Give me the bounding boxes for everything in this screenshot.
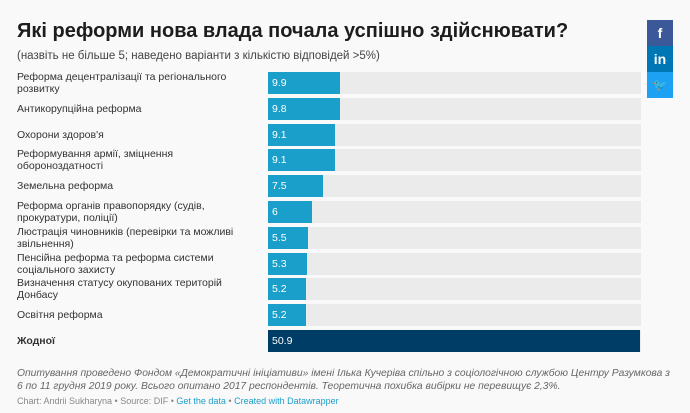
bar-track: 9.9 [268,72,641,94]
bar [268,123,335,146]
category-label: Антикорупційна реформа [17,102,142,115]
bar [268,226,309,249]
bar-track: 9.1 [268,123,641,146]
linkedin-share-button[interactable]: in [647,46,673,72]
bar [268,278,307,301]
bar [268,330,641,352]
bar [268,252,307,275]
bar-track: 50.9 [268,330,641,352]
bar [268,175,323,198]
bar [268,97,340,120]
bar-row: Охорони здоров'я 9.1 [17,123,641,146]
category-label: Люстрація чиновників (перевірки та можли… [17,225,234,250]
category-label: Визначення статусу окупованих територій … [17,277,222,302]
category-label: Реформування армії, зміцнення оборонозда… [17,148,174,173]
bar-track: 5.5 [268,226,641,249]
chart-notes: Опитування проведено Фондом «Демократичн… [17,368,670,392]
bar-row: Реформа органів правопорядку (судів, про… [17,200,641,224]
bar [268,149,335,172]
bar-row: Реформа децентралізації та регіонального… [17,71,641,95]
bar [268,304,307,327]
bar-row: Жодної 50.9 [17,330,641,352]
credit-text: Chart: Andrii Sukharyna • Source: DIF • [17,396,177,406]
value-label: 9.1 [272,154,287,167]
bar-row: Освітня реформа 5.2 [17,304,641,327]
category-label: Освітня реформа [17,309,103,322]
category-label: Реформа децентралізації та регіонального… [17,71,227,95]
bar-row: Пенсійна реформа та реформа системи соці… [17,251,641,276]
bar-track: 9.8 [268,97,641,120]
bar-row: Люстрація чиновників (перевірки та можли… [17,225,641,250]
bar-row: Реформування армії, зміцнення оборонозда… [17,148,641,173]
value-label: 50.9 [272,335,293,347]
bar [268,72,341,94]
value-label: 6 [272,206,278,218]
bar [268,201,312,223]
value-label: 5.2 [272,283,287,296]
chart-footer: Chart: Andrii Sukharyna • Source: DIF • … [17,396,339,406]
twitter-share-button[interactable]: 🐦 [647,72,673,98]
bar-row: Земельна реформа 7.5 [17,175,641,198]
value-label: 5.3 [272,257,287,270]
datawrapper-link[interactable]: Created with Datawrapper [234,396,339,406]
value-label: 5.5 [272,231,287,244]
value-label: 9.1 [272,128,287,141]
category-label: Охорони здоров'я [17,128,104,141]
bar-track: 5.3 [268,252,641,275]
category-label: Жодної [17,335,56,347]
bar-track: 9.1 [268,149,641,172]
bar-row: Визначення статусу окупованих територій … [17,277,641,302]
bar-track: 5.2 [268,304,641,327]
value-label: 5.2 [272,309,287,322]
get-data-link[interactable]: Get the data [176,396,226,406]
chart-title: Які реформи нова влада почала успішно зд… [17,20,569,42]
bar-track: 7.5 [268,175,641,198]
facebook-share-button[interactable]: f [647,20,673,46]
value-label: 9.8 [272,102,287,115]
value-label: 7.5 [272,180,287,193]
bar-track: 6 [268,201,641,223]
category-label: Земельна реформа [17,180,114,193]
bar-track: 5.2 [268,278,641,301]
separator: • [225,396,235,406]
chart-subtitle: (назвіть не більше 5; наведено варіанти … [17,50,380,62]
category-label: Пенсійна реформа та реформа системи соці… [17,251,214,276]
bar-row: Антикорупційна реформа 9.8 [17,97,641,120]
category-label: Реформа органів правопорядку (судів, про… [17,200,205,224]
value-label: 9.9 [272,77,287,89]
